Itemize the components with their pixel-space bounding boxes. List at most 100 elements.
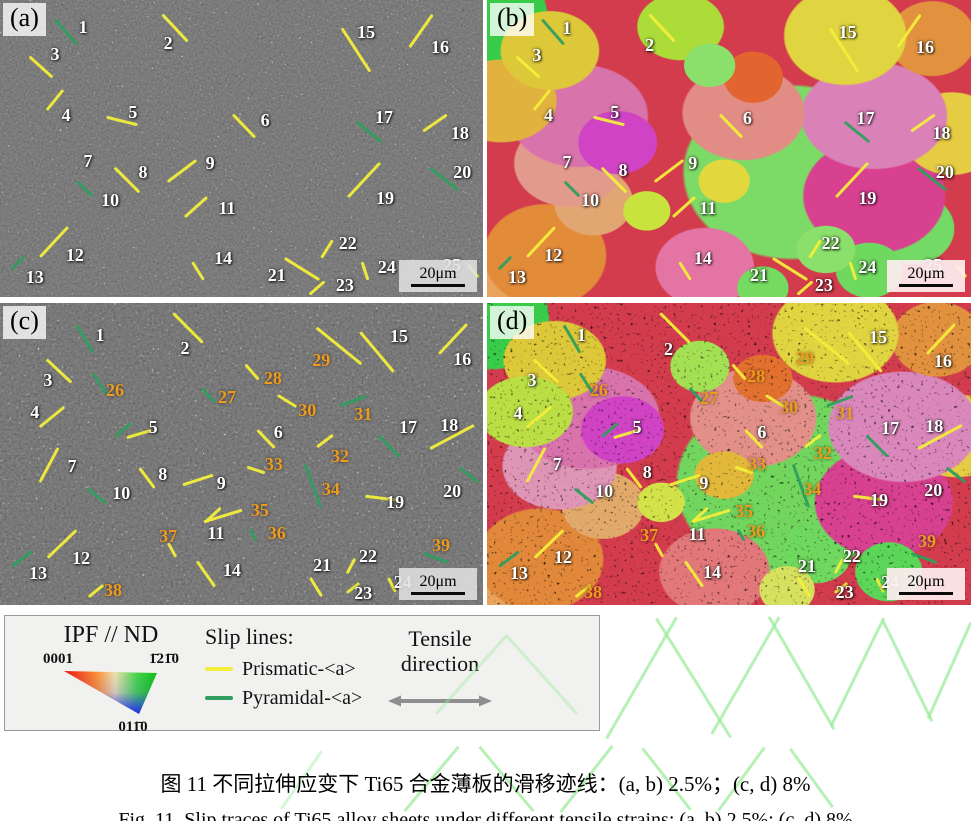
scale-bar-line	[411, 283, 465, 287]
panel-c-sem-8pct: 1215163456171878910111920121314212223242…	[0, 303, 483, 605]
slip-trace-number: 34	[803, 479, 822, 500]
slip-trace-number: 7	[552, 453, 562, 474]
slip-trace-number: 23	[835, 582, 854, 602]
panel-label-b: (b)	[490, 3, 535, 36]
slip-trace-number: 39	[917, 530, 936, 551]
slip-trace-number: 4	[543, 104, 553, 125]
slip-trace-number: 15	[869, 327, 888, 348]
pole-label-1210: 1̄21̄0	[149, 651, 179, 667]
slip-trace-number: 24	[858, 256, 877, 277]
slip-trace-number: 26	[105, 379, 124, 400]
slip-trace-number: 4	[61, 104, 71, 125]
slip-trace-number: 2	[163, 33, 173, 54]
scale-bar-line	[899, 591, 953, 595]
legend-item-pyramidal: Pyramidal-<a>	[205, 688, 370, 708]
slip-trace-number: 13	[29, 562, 48, 583]
tensile-direction-key: Tensile direction	[370, 626, 510, 714]
slip-trace-number: 26	[589, 379, 608, 400]
slip-trace-number: 12	[72, 547, 91, 568]
slip-trace-number: 20	[924, 479, 943, 500]
slip-trace-number: 10	[595, 481, 614, 502]
slip-trace-number: 18	[450, 123, 469, 144]
slip-markers-layer: 1231516456171878920101119121314212223242…	[0, 0, 483, 297]
slip-trace-number: 17	[374, 107, 393, 128]
slip-trace-number: 8	[158, 463, 168, 484]
slip-trace-number: 16	[453, 348, 472, 369]
slip-trace-number: 10	[112, 482, 131, 503]
slip-trace-number: 34	[321, 479, 340, 500]
slip-trace-number: 8	[138, 161, 148, 182]
slip-trace-number: 16	[431, 36, 449, 57]
slip-trace-number: 3	[527, 370, 537, 390]
slip-trace-number: 1	[576, 325, 586, 345]
slip-trace-number: 23	[814, 275, 833, 296]
slip-trace-number: 3	[50, 44, 60, 65]
scale-bar-label: 20μm	[907, 264, 945, 282]
slip-trace-number: 11	[699, 198, 717, 219]
prismatic-line-swatch	[205, 667, 233, 671]
slip-trace-number: 3	[43, 370, 53, 390]
slip-trace-number: 13	[508, 266, 526, 287]
ipf-key: IPF // ND 0001 1̄21̄0	[31, 622, 191, 736]
slip-trace-number: 38	[104, 579, 123, 600]
slip-trace-number: 22	[842, 546, 861, 567]
slip-trace-number: 18	[932, 123, 951, 144]
slip-trace-number: 6	[260, 109, 270, 130]
slip-trace-number: 9	[216, 472, 226, 493]
slip-trace-number: 12	[553, 546, 572, 567]
slip-trace-number: 11	[688, 524, 706, 545]
slip-trace-number: 18	[925, 415, 944, 436]
watermark-line	[829, 617, 886, 727]
slip-trace-number: 29	[795, 347, 814, 368]
scale-bar-line	[411, 591, 465, 595]
panel-label-a: (a)	[3, 3, 46, 36]
slip-trace-number: 5	[148, 417, 158, 438]
slip-markers-layer: 1215163456171878910111920121314212223242…	[0, 303, 483, 605]
panel-label-d: (d)	[490, 306, 535, 339]
slip-trace-number: 10	[101, 189, 120, 210]
sem-texture	[0, 303, 483, 605]
slip-trace-number: 37	[159, 525, 178, 546]
ipf-color-triangle	[64, 671, 157, 714]
slip-trace-number: 17	[881, 418, 900, 439]
slip-trace-number: 15	[838, 21, 857, 42]
slip-trace-number: 27	[700, 388, 719, 409]
slip-trace-number: 7	[562, 151, 572, 172]
slip-trace-number: 11	[207, 523, 225, 544]
scale-bar-line	[899, 283, 953, 287]
slip-trace-number: 5	[632, 417, 642, 438]
watermark-line	[881, 620, 934, 722]
pyramidal-label: Pyramidal-<a>	[242, 687, 363, 709]
slip-trace-number: 31	[354, 404, 373, 425]
tensile-word-1: Tensile	[408, 626, 472, 651]
slip-trace-number: 31	[836, 402, 855, 423]
slip-trace-number: 21	[797, 556, 816, 577]
scale-bar: 20μm	[399, 568, 477, 600]
slip-trace-number: 14	[693, 248, 712, 269]
slip-trace-number: 17	[399, 417, 418, 438]
slip-trace-number: 4	[30, 402, 40, 423]
slip-trace-number: 4	[513, 402, 523, 423]
scale-bar: 20μm	[399, 260, 477, 292]
slip-trace-number: 20	[443, 481, 462, 502]
watermark-line	[926, 621, 971, 720]
ipf-title: IPF // ND	[63, 622, 159, 648]
slip-trace-number: 30	[298, 399, 317, 420]
slip-trace-number: 33	[264, 453, 283, 474]
slip-trace-number: 14	[703, 562, 722, 583]
watermark-line	[767, 615, 836, 731]
tensile-word-2: direction	[400, 651, 480, 677]
prismatic-label: Prismatic-<a>	[242, 658, 356, 680]
scale-bar: 20μm	[887, 568, 965, 600]
slip-trace-number: 2	[180, 337, 190, 358]
slip-trace-number: 1	[78, 17, 88, 38]
slip-trace-number: 1	[95, 325, 105, 345]
slip-trace-number: 7	[83, 150, 93, 171]
slip-trace-number: 17	[856, 108, 875, 129]
slip-trace-number: 29	[312, 350, 331, 371]
slip-trace-number: 9	[688, 153, 698, 174]
panel-b-ipf-2.5pct: 1 2 3 15 16 4 5 6 17 18 7 8 9 20 10 11 19 12 13 14 21 22 23 24 2…	[487, 0, 971, 297]
panel-d-ipf-8pct: 1215163456171878910111920121314212223242…	[487, 303, 971, 605]
tensile-direction-arrow	[388, 695, 492, 707]
slip-trace-number: 18	[440, 415, 459, 435]
